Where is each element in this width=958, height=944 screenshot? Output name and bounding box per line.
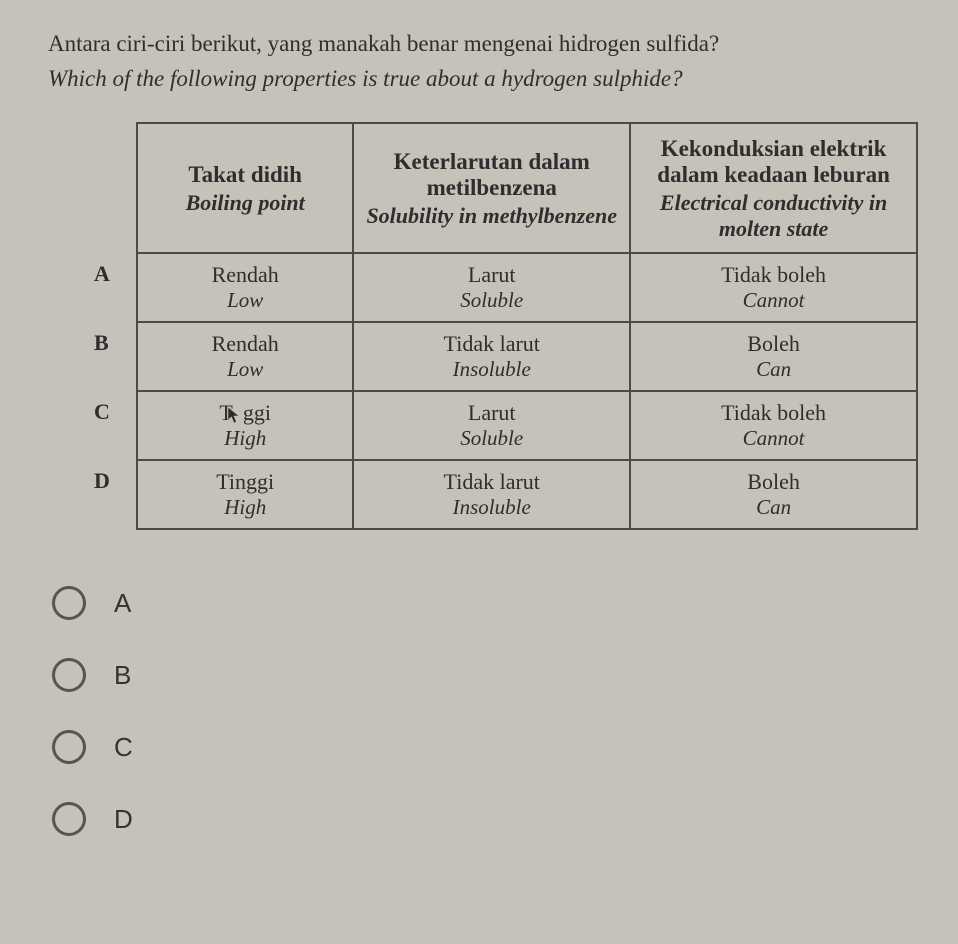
row-label-c: C xyxy=(88,391,137,460)
cell-c-2-sub: Soluble xyxy=(364,426,619,451)
header-col-3-main: Kekonduksian elektrik dalam keadaan lebu… xyxy=(641,136,906,188)
header-col-3: Kekonduksian elektrik dalam keadaan lebu… xyxy=(630,123,917,253)
cell-a-2-sub: Soluble xyxy=(364,288,619,313)
cell-c-3-sub: Cannot xyxy=(641,426,906,451)
cell-a-2-main: Larut xyxy=(364,262,619,288)
option-row-c[interactable]: C xyxy=(52,730,918,764)
option-label-d: D xyxy=(114,804,133,835)
radio-b[interactable] xyxy=(52,658,86,692)
question-line-2: Which of the following properties is tru… xyxy=(48,63,918,94)
table-row: B Rendah Low Tidak larut Insoluble Boleh… xyxy=(88,322,917,391)
row-label-b: B xyxy=(88,322,137,391)
radio-d[interactable] xyxy=(52,802,86,836)
cell-b-2-main: Tidak larut xyxy=(364,331,619,357)
cell-b-2-sub: Insoluble xyxy=(364,357,619,382)
cell-b-1-main: Rendah xyxy=(148,331,342,357)
cell-c-3: Tidak boleh Cannot xyxy=(630,391,917,460)
cell-a-3-main: Tidak boleh xyxy=(641,262,906,288)
option-row-a[interactable]: A xyxy=(52,586,918,620)
cell-d-2-sub: Insoluble xyxy=(364,495,619,520)
cell-d-2-main: Tidak larut xyxy=(364,469,619,495)
radio-a[interactable] xyxy=(52,586,86,620)
cell-b-1: Rendah Low xyxy=(137,322,353,391)
cell-b-2: Tidak larut Insoluble xyxy=(353,322,630,391)
header-col-3-sub: Electrical conductivity in molten state xyxy=(641,190,906,242)
cell-a-1-sub: Low xyxy=(148,288,342,313)
option-row-d[interactable]: D xyxy=(52,802,918,836)
answer-options: A B C D xyxy=(48,586,918,836)
cursor-icon xyxy=(229,404,247,426)
header-col-2: Keterlarutan dalam metilbenzena Solubili… xyxy=(353,123,630,253)
cell-a-1: Rendah Low xyxy=(137,253,353,322)
table-row: D Tinggi High Tidak larut Insoluble Bole… xyxy=(88,460,917,529)
cell-d-3-sub: Can xyxy=(641,495,906,520)
cell-c-1-main: Tggi xyxy=(148,400,342,426)
cell-a-3-sub: Cannot xyxy=(641,288,906,313)
cell-a-1-main: Rendah xyxy=(148,262,342,288)
cell-d-3-main: Boleh xyxy=(641,469,906,495)
properties-table-wrap: Takat didih Boiling point Keterlarutan d… xyxy=(48,122,918,530)
question-line-1: Antara ciri-ciri berikut, yang manakah b… xyxy=(48,28,918,59)
cell-a-2: Larut Soluble xyxy=(353,253,630,322)
header-col-1-sub: Boiling point xyxy=(148,190,342,216)
cell-b-3-main: Boleh xyxy=(641,331,906,357)
header-col-2-main: Keterlarutan dalam metilbenzena xyxy=(364,149,619,201)
cell-b-1-sub: Low xyxy=(148,357,342,382)
option-row-b[interactable]: B xyxy=(52,658,918,692)
option-label-a: A xyxy=(114,588,131,619)
cell-c-1-text-part2: ggi xyxy=(243,400,271,425)
cell-d-1-sub: High xyxy=(148,495,342,520)
cell-c-1: Tggi High xyxy=(137,391,353,460)
header-col-1: Takat didih Boiling point xyxy=(137,123,353,253)
header-col-1-main: Takat didih xyxy=(148,162,342,188)
row-label-d: D xyxy=(88,460,137,529)
table-row: A Rendah Low Larut Soluble Tidak boleh C… xyxy=(88,253,917,322)
cell-c-2: Larut Soluble xyxy=(353,391,630,460)
cell-d-3: Boleh Can xyxy=(630,460,917,529)
header-blank xyxy=(88,123,137,253)
cell-d-1-main: Tinggi xyxy=(148,469,342,495)
cell-d-1: Tinggi High xyxy=(137,460,353,529)
row-label-a: A xyxy=(88,253,137,322)
option-label-c: C xyxy=(114,732,133,763)
cell-c-3-main: Tidak boleh xyxy=(641,400,906,426)
properties-table: Takat didih Boiling point Keterlarutan d… xyxy=(88,122,918,530)
cell-b-3-sub: Can xyxy=(641,357,906,382)
cell-b-3: Boleh Can xyxy=(630,322,917,391)
cell-d-2: Tidak larut Insoluble xyxy=(353,460,630,529)
cell-a-3: Tidak boleh Cannot xyxy=(630,253,917,322)
cell-c-2-main: Larut xyxy=(364,400,619,426)
header-col-2-sub: Solubility in methylbenzene xyxy=(364,203,619,229)
radio-c[interactable] xyxy=(52,730,86,764)
cell-c-1-sub: High xyxy=(148,426,342,451)
table-row: C Tggi High Larut Soluble Tidak boleh Ca… xyxy=(88,391,917,460)
option-label-b: B xyxy=(114,660,131,691)
